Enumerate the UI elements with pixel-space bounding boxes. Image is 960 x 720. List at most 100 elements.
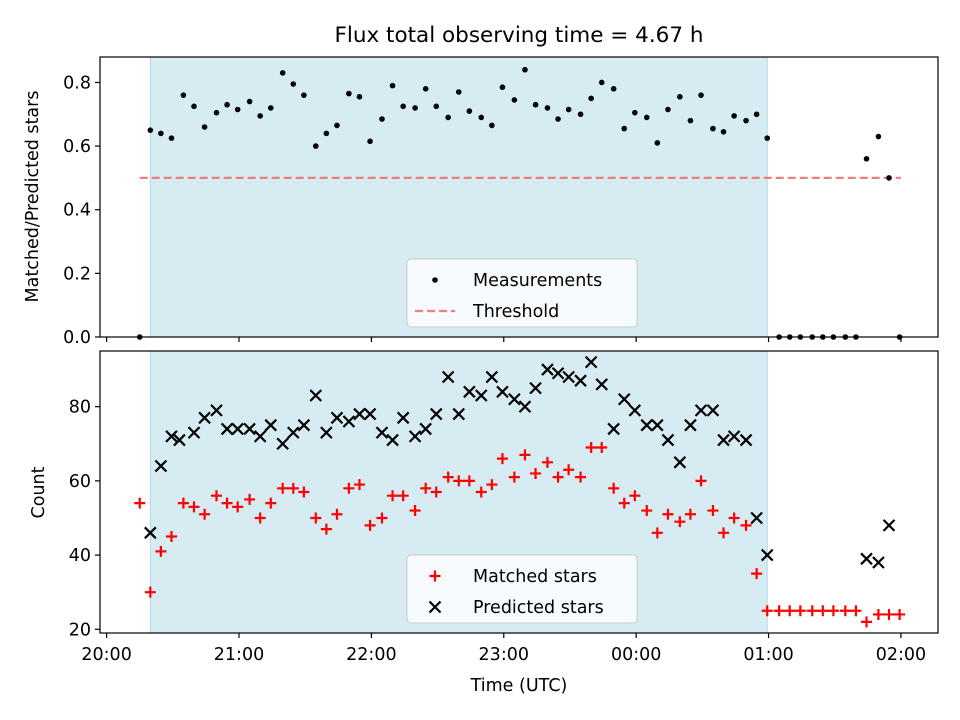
x-axis-label: Time (UTC)	[470, 676, 568, 696]
measurement-point	[290, 81, 297, 87]
matched-star-point	[839, 605, 851, 617]
matched-star-point	[728, 512, 740, 524]
matched-star-point	[343, 482, 355, 494]
predicted-star-point	[441, 370, 455, 384]
matched-star-point	[199, 508, 211, 520]
matched-star-point	[575, 471, 587, 483]
matched-star-point	[376, 512, 388, 524]
matched-star-point	[165, 531, 177, 543]
predicted-star-point	[508, 392, 521, 406]
matched-star-point	[585, 441, 597, 453]
measurement-point	[147, 127, 154, 133]
matched-star-point	[353, 479, 365, 491]
bottom-legend-label: Matched stars	[473, 567, 597, 587]
top-axes-frame	[99, 56, 939, 338]
predicted-star-point	[474, 389, 488, 402]
matched-star-point	[287, 482, 299, 494]
measurement-point	[279, 70, 286, 76]
matched-star-point	[442, 471, 454, 483]
top-legend-label: Threshold	[472, 302, 559, 322]
measurement-point	[621, 125, 628, 132]
legend-matched-marker	[429, 570, 441, 582]
predicted-star-point	[595, 378, 609, 391]
predicted-star-point	[694, 404, 708, 417]
matched-star-point	[221, 497, 233, 509]
top-y-axis-label: Matched/Predicted stars	[23, 91, 43, 303]
measurement-point	[367, 138, 373, 145]
measurement-point	[544, 105, 551, 111]
top-panel: 0.0 0.2 0.4 0.6 0.8 Measurements Threshold	[63, 56, 939, 348]
measurement-point	[687, 117, 694, 124]
predicted-star-point	[882, 519, 896, 532]
predicted-star-point	[231, 422, 244, 436]
measurement-point	[710, 125, 716, 132]
top-y-tick-label: 0.0	[63, 328, 91, 348]
predicted-star-point	[640, 418, 654, 432]
matched-star-point	[320, 523, 332, 535]
predicted-star-point	[518, 400, 532, 413]
matched-star-point	[751, 568, 763, 580]
matched-star-point	[662, 508, 674, 520]
bottom-y-axis-label: Count	[29, 466, 49, 518]
measurement-point	[698, 92, 704, 98]
matched-star-point	[629, 490, 641, 502]
predicted-star-point	[607, 422, 620, 436]
measurement-point	[389, 82, 396, 89]
measurement-point	[478, 114, 485, 121]
measurement-point	[499, 84, 506, 91]
predicted-star-point	[717, 433, 730, 447]
measurement-point	[312, 143, 319, 149]
predicted-star-point	[463, 385, 476, 399]
bottom-panel: 20:00 21:00 22:00 23:00 00:00 01:00 02:00 20 40 6…	[69, 350, 939, 665]
matched-star-point	[331, 508, 343, 520]
matched-star-point	[861, 616, 873, 628]
predicted-star-point	[750, 511, 763, 525]
measurement-point	[598, 79, 605, 86]
predicted-star-point	[342, 415, 356, 428]
measurement-point	[267, 105, 274, 111]
x-tick-label: 21:00	[214, 645, 264, 665]
measurement-point	[743, 117, 749, 124]
top-legend-label: Measurements	[473, 271, 602, 291]
measurement-point	[489, 122, 495, 129]
top-y-tick-label: 0.4	[63, 201, 91, 221]
predicted-star-point	[363, 407, 377, 421]
predicted-star-point	[297, 418, 311, 432]
measurement-point	[522, 66, 528, 73]
measurement-point	[588, 95, 594, 102]
predicted-star-point	[375, 426, 389, 439]
predicted-star-point	[220, 422, 234, 436]
measurement-point	[445, 114, 451, 121]
matched-star-point	[134, 497, 146, 509]
matched-star-point	[508, 471, 520, 483]
top-y-tick-label: 0.6	[63, 137, 91, 157]
matched-star-point	[188, 501, 200, 513]
matched-star-point	[608, 482, 620, 494]
predicted-star-point	[253, 430, 267, 443]
matched-star-point	[552, 471, 564, 483]
predicted-star-point	[452, 407, 466, 421]
matched-star-point	[496, 453, 508, 465]
measurement-point	[191, 103, 197, 110]
measurement-point	[753, 111, 760, 118]
measurement-point	[677, 93, 683, 100]
predicted-star-point	[651, 418, 664, 432]
matched-star-point	[277, 482, 289, 494]
bottom-y-tick-label: 80	[69, 398, 91, 418]
matched-star-point	[453, 475, 465, 487]
predicted-star-point	[330, 411, 344, 425]
matched-star-point	[761, 605, 773, 617]
matched-star-point	[463, 475, 475, 487]
measurement-point	[875, 133, 882, 140]
bottom-legend-box	[406, 554, 638, 624]
matched-star-point	[409, 505, 421, 517]
predicted-star-point	[706, 404, 720, 417]
predicted-star-point	[860, 552, 873, 566]
predicted-star-point	[198, 411, 211, 425]
x-tick-label: 00:00	[611, 645, 661, 665]
top-y-tick-label: 0.8	[63, 73, 91, 93]
bottom-y-tick-label: 40	[69, 546, 91, 566]
matched-star-point	[894, 608, 906, 620]
predicted-star-point	[396, 411, 410, 425]
